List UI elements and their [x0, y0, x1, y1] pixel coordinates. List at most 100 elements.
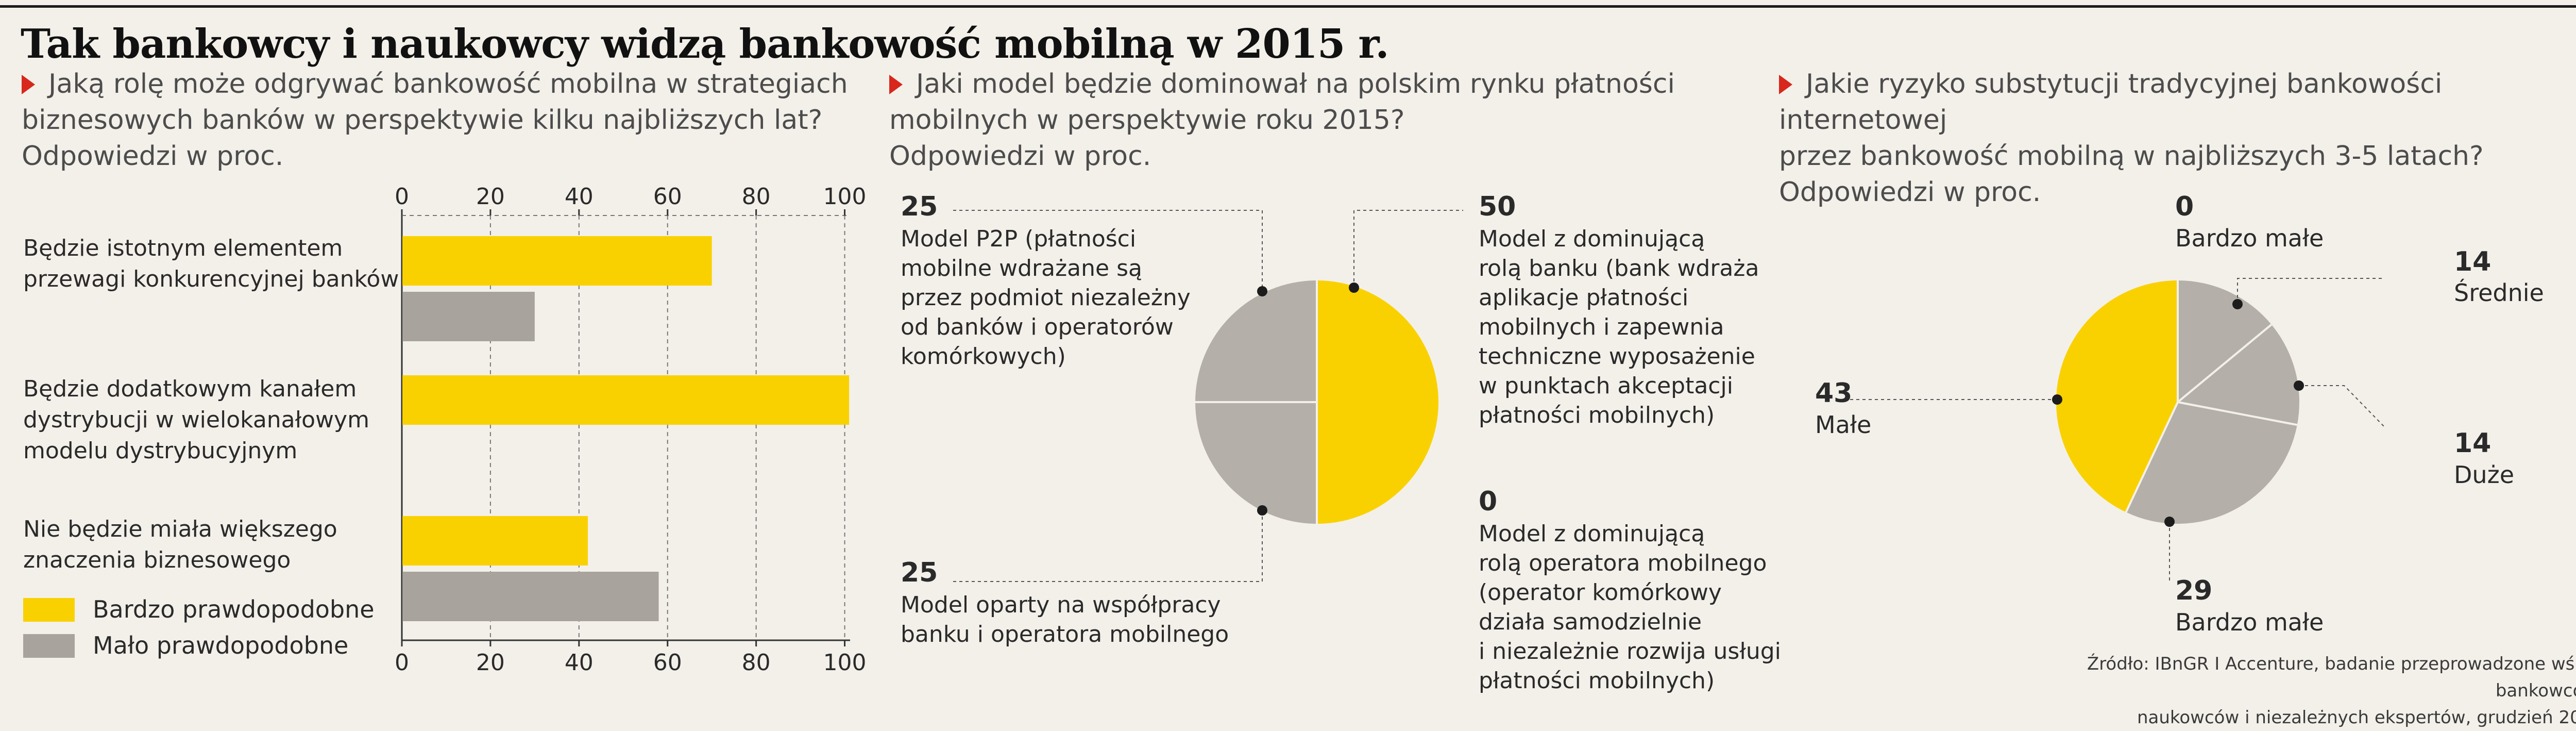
question-2-marker [889, 75, 903, 94]
leader-dot-srednie [2232, 299, 2243, 309]
bar-bardzo-prawdopodobne-3 [402, 516, 588, 566]
slice-value-p2p: 25 [901, 191, 938, 222]
bar-bardzo-prawdopodobne-2 [402, 375, 850, 425]
x-tick-label-top: 0 [395, 184, 409, 210]
leader-line-srednie [2237, 278, 2383, 304]
bar-malo-prawdopodobne-3 [402, 572, 659, 621]
pie-chart-payment-models: 25 Model P2P (płatności mobilne wdrażane s… [901, 191, 1781, 694]
slice-label-operator: Model z dominującą [1479, 521, 1705, 547]
pie-slice-srednie [2178, 280, 2272, 402]
legend-label: Mało prawdopodobne [93, 632, 348, 659]
slice-label-p2p: od banków i operatorów [901, 314, 1174, 340]
pie-slice-model-p2p [1195, 280, 1317, 402]
slice-value-male: 43 [1815, 378, 1852, 409]
slice-label-bardzo-male-29: Bardzo małe [2175, 608, 2324, 636]
slice-label-bank: mobilnych i zapewnia [1479, 314, 1724, 340]
bar-malo-prawdopodobne-1 [402, 292, 535, 341]
slice-separator [2177, 401, 2298, 426]
legend-label: Bardzo prawdopodobne [93, 595, 375, 623]
question-3-line-1: Jakie ryzyko substytucji tradycyjnej ban… [1779, 69, 2443, 136]
leader-line-duze [2299, 385, 2386, 428]
slice-label-operator: działa samodzielnie [1479, 609, 1702, 635]
question-1-marker [22, 75, 35, 94]
slice-label-bank: płatności mobilnych) [1479, 402, 1715, 428]
x-tick-label-top: 80 [742, 184, 771, 210]
x-tick-label-top: 40 [565, 184, 594, 210]
source-note: Źródło: IBnGR I Accenture, badanie przep… [1985, 651, 2576, 731]
slice-label-operator: (operator komórkowy [1479, 579, 1722, 606]
leader-line-cooperation [953, 510, 1263, 582]
slice-separator [2125, 402, 2179, 513]
slice-value-cooperation: 25 [901, 557, 938, 588]
question-3-marker [1779, 75, 1792, 94]
slice-value-srednie: 14 [2454, 246, 2491, 277]
x-tick-label-bottom: 60 [653, 650, 682, 676]
legend-swatch [23, 634, 75, 658]
question-3: Jakie ryzyko substytucji tradycyjnej ban… [1779, 66, 2576, 210]
slice-label-srednie: Średnie [2454, 279, 2544, 307]
slice-label-bank: rolą banku (bank wdraża [1479, 255, 1759, 281]
pie-slice-bardzo-male-29 [2126, 402, 2297, 524]
x-tick-label-bottom: 100 [823, 650, 867, 676]
bar-bardzo-prawdopodobne-1 [402, 236, 712, 286]
leader-dot-cooperation [1257, 505, 1267, 516]
slice-value-duze: 14 [2454, 428, 2491, 459]
category-label-1: przewagi konkurencyjnej banków [23, 266, 399, 292]
leader-dot-duze [2294, 380, 2304, 391]
pie-slice-wspolpraca-banku-i-operatora [1195, 402, 1317, 524]
category-label-2: dystrybucji w wielokanałowym [23, 407, 369, 433]
leader-dot-p2p [1257, 286, 1267, 296]
source-line-2: naukowców i niezależnych ekspertów, grud… [2137, 707, 2576, 728]
category-label-1: Będzie istotnym elementem [23, 235, 343, 261]
question-3-line-3: Odpowiedzi w proc. [1779, 177, 2041, 208]
question-1-line-2: biznesowych banków w perspektywie kilku … [22, 105, 823, 136]
slice-label-bank: aplikacje płatności [1479, 285, 1688, 311]
slice-separator [2177, 324, 2273, 403]
x-tick-label-bottom: 20 [476, 650, 505, 676]
x-tick-label-bottom: 0 [395, 650, 409, 676]
x-tick-label-top: 20 [476, 184, 505, 210]
question-2-line-1: Jaki model będzie dominował na polskim r… [916, 69, 1675, 99]
legend-swatch [23, 598, 75, 622]
category-label-2: Będzie dodatkowym kanałem [23, 376, 357, 402]
question-3-line-2: przez bankowość mobilną w najbliższych 3… [1779, 141, 2484, 172]
slice-value-bardzo-male-0: 0 [2175, 191, 2194, 222]
x-tick-label-bottom: 80 [742, 650, 771, 676]
category-label-3: znaczenia biznesowego [23, 547, 291, 573]
question-2: Jaki model będzie dominował na polskim r… [889, 66, 1739, 174]
page-title: Tak bankowcy i naukowcy widzą bankowość … [21, 21, 1389, 68]
bar-chart: 0 0 20 20 40 40 60 60 80 80 100 100 Będzie istotnym … [23, 184, 867, 676]
slice-label-male: Małe [1815, 411, 1871, 439]
leader-dot-bardzo-male-29 [2164, 517, 2175, 527]
category-label-3: Nie będzie miała większego [23, 516, 337, 542]
leader-dot-bank [1349, 283, 1359, 293]
slice-label-bardzo-male-0: Bardzo małe [2175, 224, 2324, 252]
question-1-line-1: Jaką rolę może odgrywać bankowość mobiln… [48, 69, 848, 99]
slice-label-operator: płatności mobilnych) [1479, 668, 1715, 694]
leader-line-p2p [953, 210, 1263, 291]
category-label-2: modelu dystrybucyjnym [23, 438, 297, 464]
pie-slice-male [2056, 280, 2178, 512]
slice-label-bank: techniczne wyposażenie [1479, 343, 1755, 370]
question-1-line-3: Odpowiedzi w proc. [22, 141, 284, 172]
slice-label-p2p: Model P2P (płatności [901, 226, 1136, 252]
leader-line-bank [1353, 210, 1463, 288]
slice-label-p2p: przez podmiot niezależny [901, 285, 1191, 311]
slice-label-operator: i niezależnie rozwija usługi [1479, 638, 1781, 664]
slice-label-p2p: komórkowych) [901, 343, 1066, 370]
slice-label-cooperation: Model oparty na współpracy [901, 592, 1221, 618]
x-tick-label-top: 60 [653, 184, 682, 210]
slice-label-duze: Duże [2454, 461, 2514, 489]
pie-slice-duze [2178, 324, 2299, 425]
leader-dot-male [2052, 394, 2062, 405]
slice-value-operator: 0 [1479, 486, 1497, 517]
slice-label-bank: Model z dominującą [1479, 226, 1705, 252]
question-2-line-3: Odpowiedzi w proc. [889, 141, 1151, 172]
slice-label-cooperation: banku i operatora mobilnego [901, 621, 1229, 647]
source-line-1: Źródło: IBnGR I Accenture, badanie przep… [2087, 654, 2576, 701]
slice-label-operator: rolą operatora mobilnego [1479, 550, 1767, 576]
slice-value-bardzo-male-29: 29 [2175, 575, 2212, 606]
x-tick-label-bottom: 40 [565, 650, 594, 676]
x-tick-label-top: 100 [823, 184, 867, 210]
